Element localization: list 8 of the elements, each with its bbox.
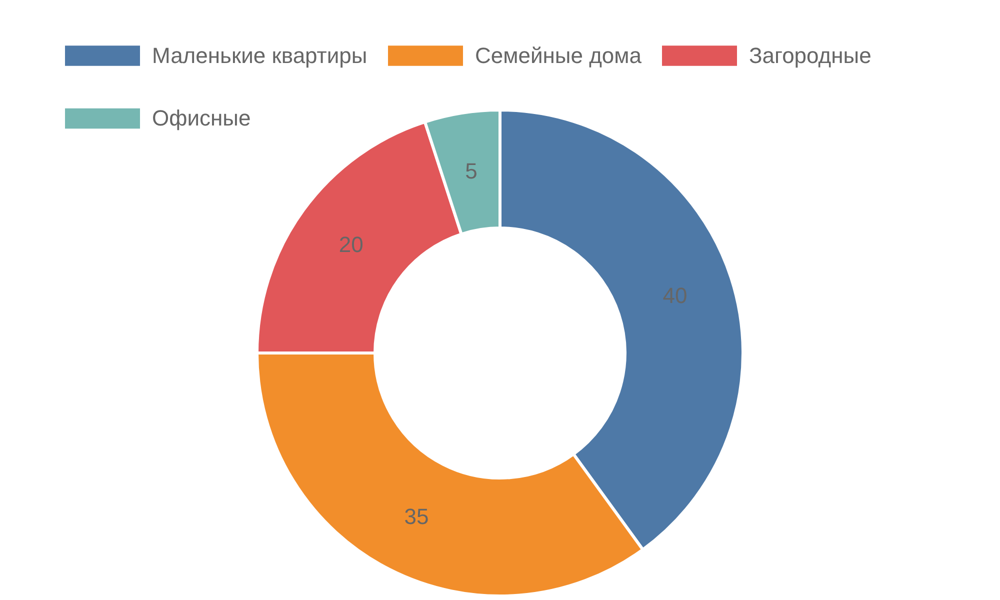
legend-label: Офисные (152, 106, 251, 130)
legend-label: Маленькие квартиры (152, 42, 368, 68)
data-label: 20 (338, 232, 364, 257)
data-label: 40 (662, 283, 688, 308)
data-label: 35 (404, 504, 429, 529)
data-label: 5 (465, 158, 478, 184)
legend-label: Загородные (749, 42, 872, 68)
legend-label: Семейные дома (475, 42, 642, 68)
